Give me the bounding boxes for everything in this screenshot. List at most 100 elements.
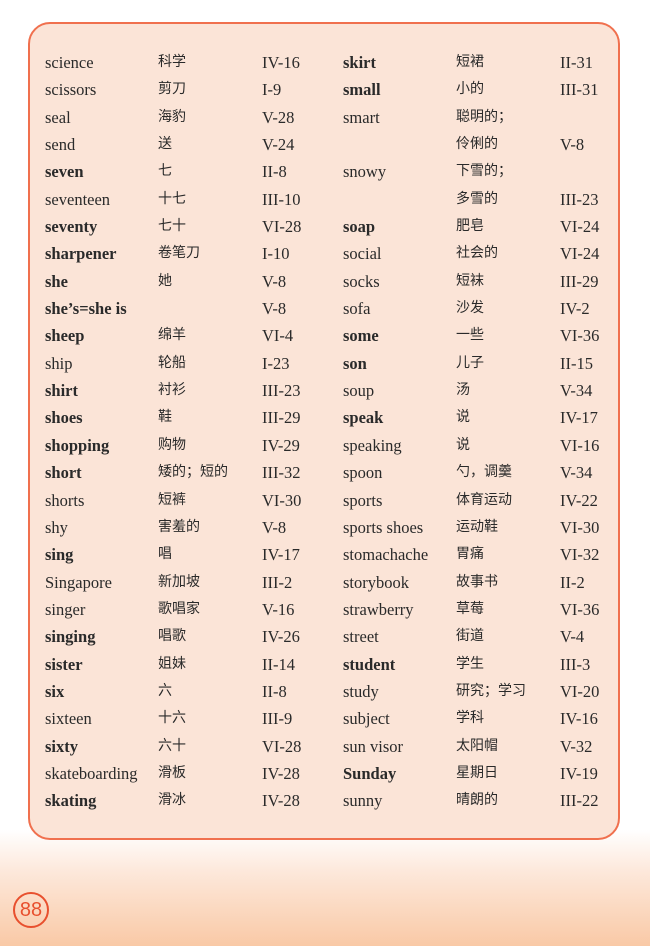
page-number: 88	[13, 892, 49, 928]
english-word: scissors	[45, 80, 97, 100]
unit-reference: V-28	[262, 107, 295, 127]
chinese-meaning: 短裤	[158, 491, 186, 508]
chinese-meaning: 体育运动	[456, 491, 512, 508]
english-word: she’s=she is	[45, 299, 127, 319]
vocabulary-panel	[28, 22, 620, 840]
unit-reference: IV-2	[560, 299, 590, 319]
unit-reference: III-31	[560, 80, 599, 100]
chinese-meaning: 姐妹	[158, 655, 186, 672]
chinese-meaning: 七	[158, 163, 172, 180]
english-word: study	[343, 681, 379, 701]
unit-reference: III-23	[262, 381, 301, 401]
english-word: shorts	[45, 490, 85, 510]
unit-reference: IV-16	[262, 53, 300, 72]
chinese-meaning: 说	[456, 436, 470, 453]
unit-reference: II-15	[560, 353, 593, 373]
unit-reference: VI-36	[560, 599, 600, 619]
unit-reference: II-8	[262, 162, 287, 182]
unit-reference: VI-4	[262, 326, 294, 346]
chinese-meaning: 星期日	[456, 764, 498, 781]
english-word: speaking	[343, 435, 402, 455]
chinese-meaning: 故事书	[456, 573, 498, 590]
unit-reference: II-2	[560, 572, 585, 592]
english-word: skateboarding	[45, 763, 138, 783]
unit-reference: II-14	[262, 654, 295, 674]
chinese-meaning: 绵羊	[158, 327, 186, 344]
english-word: shopping	[45, 435, 110, 455]
chinese-meaning: 科学	[158, 54, 186, 70]
unit-reference: III-23	[560, 189, 599, 209]
chinese-meaning: 一些	[456, 327, 484, 344]
unit-reference: V-34	[560, 381, 593, 401]
chinese-meaning: 汤	[456, 382, 470, 399]
english-word: singing	[45, 627, 96, 647]
chinese-meaning: 唱歌	[158, 628, 186, 645]
unit-reference: III-2	[262, 572, 293, 592]
chinese-meaning: 滑冰	[158, 792, 186, 809]
english-word: Singapore	[45, 572, 112, 592]
english-word: seventeen	[45, 189, 111, 209]
unit-reference: V-16	[262, 599, 295, 619]
english-word: she	[45, 271, 68, 291]
chinese-meaning: 多雪的	[456, 190, 498, 207]
chinese-meaning: 七十	[158, 218, 186, 235]
chinese-meaning: 研究；学习	[456, 682, 526, 699]
english-word: singer	[45, 599, 86, 619]
english-word: student	[343, 654, 396, 674]
unit-reference: V-34	[560, 463, 593, 483]
unit-reference: IV-26	[262, 627, 300, 647]
chinese-meaning: 社会的	[456, 245, 498, 262]
english-word: sixteen	[45, 709, 92, 729]
english-word: send	[45, 135, 76, 155]
unit-reference: V-4	[560, 627, 585, 647]
chinese-meaning: 沙发	[456, 300, 484, 317]
unit-reference: III-29	[560, 271, 599, 291]
unit-reference: VI-16	[560, 435, 600, 455]
chinese-meaning: 十六	[158, 710, 186, 727]
unit-reference: I-23	[262, 353, 290, 373]
english-word: social	[343, 244, 382, 264]
unit-reference: VI-20	[560, 681, 600, 701]
unit-reference: III-9	[262, 709, 293, 729]
english-word: seven	[45, 162, 84, 182]
english-word: street	[343, 627, 379, 647]
unit-reference: IV-16	[560, 709, 598, 729]
chinese-meaning: 她	[158, 272, 172, 289]
english-word: sun visor	[343, 736, 404, 756]
chinese-meaning: 街道	[456, 628, 484, 645]
chinese-meaning: 害羞的	[158, 518, 200, 535]
unit-reference: V-24	[262, 135, 295, 155]
chinese-meaning: 短裙	[456, 54, 484, 70]
english-word: seal	[45, 107, 71, 127]
english-word: smart	[343, 107, 380, 127]
english-word: small	[343, 80, 381, 100]
english-word: sixty	[45, 736, 78, 756]
english-word: sheep	[45, 326, 85, 346]
chinese-meaning: 胃痛	[456, 546, 484, 563]
english-word: sports	[343, 490, 383, 510]
chinese-meaning: 晴朗的	[456, 792, 498, 809]
english-word: son	[343, 353, 367, 373]
unit-reference: IV-29	[262, 435, 300, 455]
chinese-meaning: 聪明的；	[456, 108, 512, 125]
chinese-meaning: 送	[158, 136, 172, 153]
english-word: sister	[45, 654, 83, 674]
english-word: storybook	[343, 572, 409, 592]
english-word: sofa	[343, 299, 371, 319]
chinese-meaning: 唱	[158, 546, 172, 563]
unit-reference: IV-28	[262, 791, 300, 811]
unit-reference: III-22	[560, 791, 599, 811]
chinese-meaning: 太阳帽	[456, 737, 498, 754]
english-word: socks	[343, 271, 380, 291]
unit-reference: V-8	[262, 271, 287, 291]
chinese-meaning: 六	[158, 682, 172, 699]
english-word: shoes	[45, 408, 83, 428]
unit-reference: V-8	[262, 517, 287, 537]
english-word: seventy	[45, 217, 98, 237]
chinese-meaning: 矮的；短的	[158, 464, 228, 481]
english-word: six	[45, 681, 65, 701]
chinese-meaning: 学科	[456, 710, 484, 727]
chinese-meaning: 购物	[158, 436, 186, 453]
english-word: skating	[45, 791, 97, 811]
unit-reference: II-8	[262, 681, 287, 701]
